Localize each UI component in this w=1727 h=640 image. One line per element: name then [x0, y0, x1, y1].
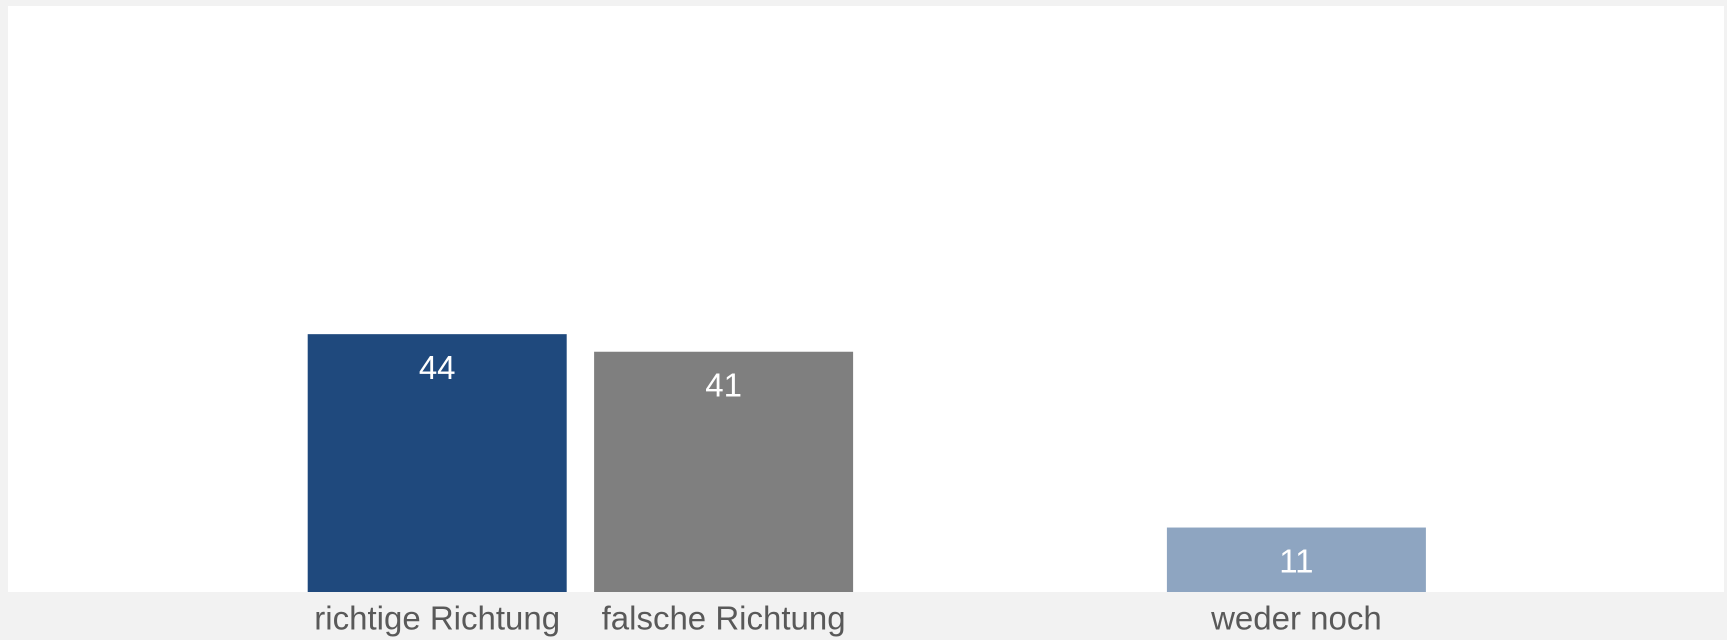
bar: [1166, 527, 1426, 592]
x-tick-label: weder noch: [1210, 600, 1382, 637]
x-tick-label: richtige Richtung: [314, 600, 560, 637]
bar: [594, 351, 854, 592]
x-tick-label: falsche Richtung: [602, 600, 846, 637]
data-label: 41: [705, 366, 742, 403]
data-label: 11: [1279, 542, 1313, 579]
data-label: 44: [419, 349, 456, 386]
plot-area: [8, 6, 1724, 592]
bar: [307, 334, 567, 592]
